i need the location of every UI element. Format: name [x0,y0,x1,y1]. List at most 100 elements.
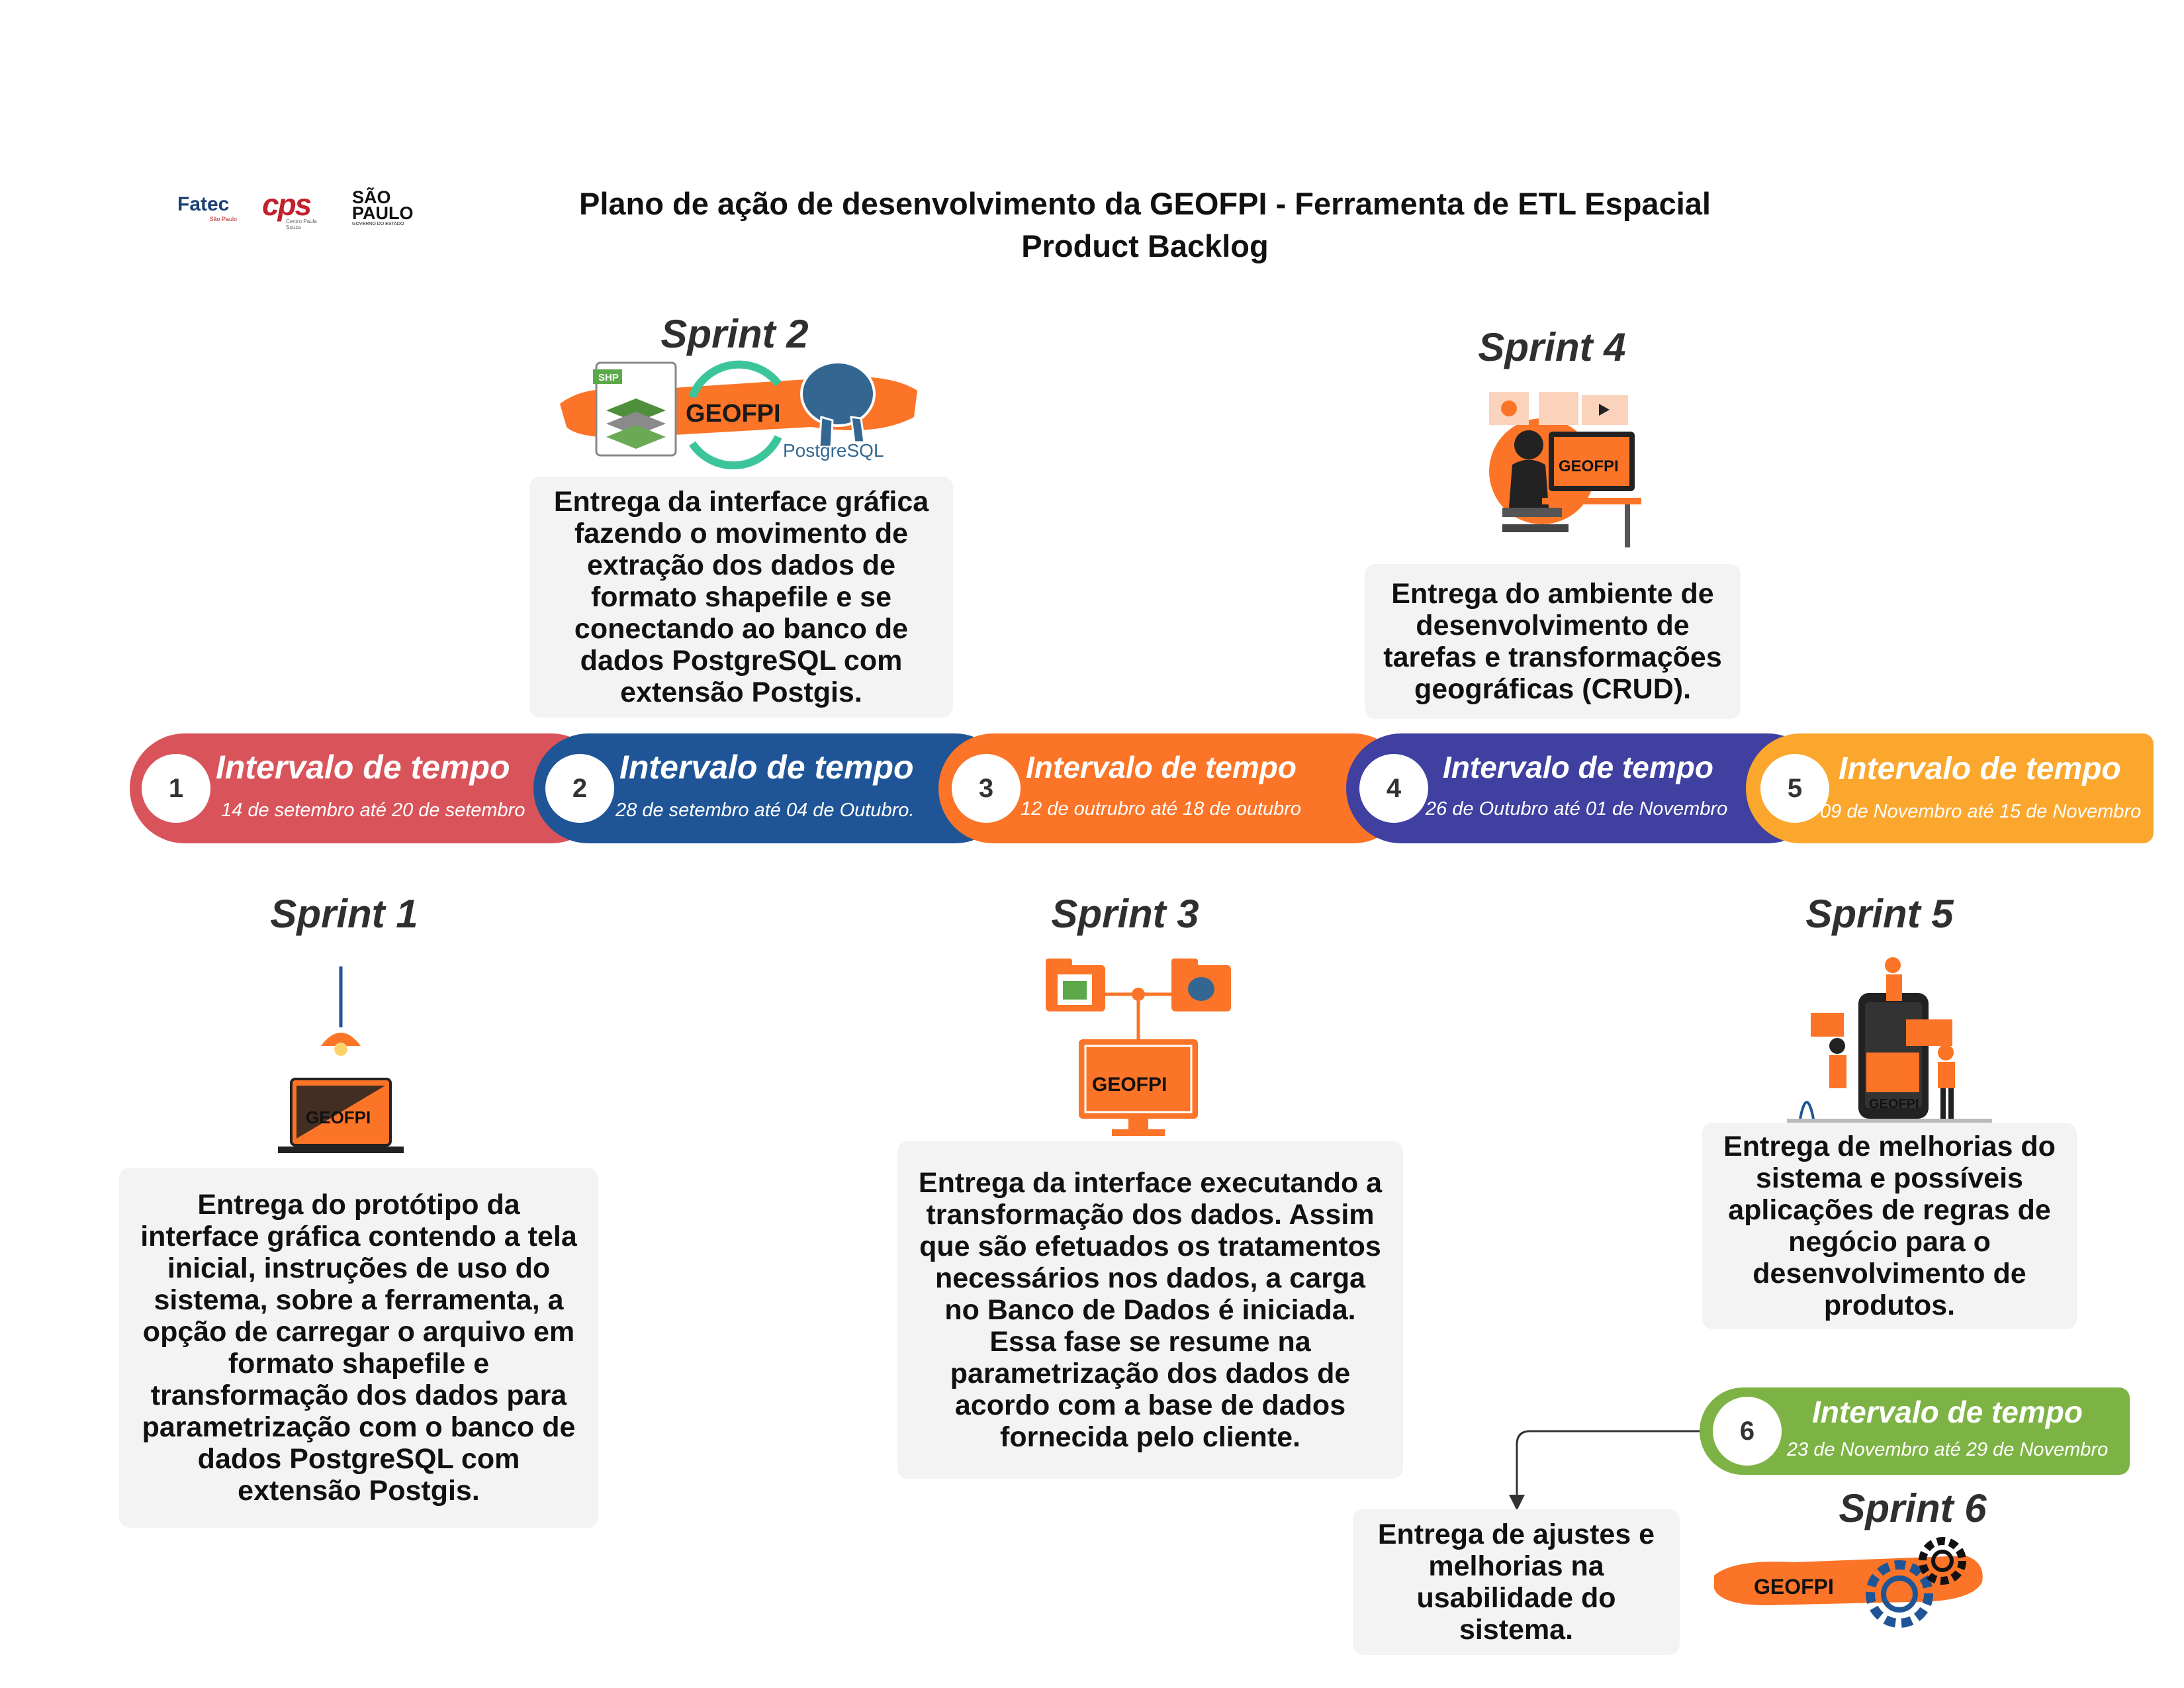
timeline-number-3: 3 [952,754,1021,823]
sprint-6-line: usabilidade do [1416,1582,1616,1614]
sprint-3-line: fornecida pelo cliente. [1000,1421,1300,1453]
sprint-5-description: Entrega de melhorias do sistema e possív… [1702,1123,2077,1329]
timeline-dates-6: 23 de Novembro até 29 de Novembro [1787,1439,2109,1460]
sprint-1-line: parametrização com o banco de [142,1411,576,1443]
page-title-line1: Plano de ação de desenvolvimento da GEOF… [579,186,1711,221]
sprint-1-line: transformação dos dados para [150,1380,567,1411]
sprint-1-line: extensão Postgis. [238,1475,480,1507]
sprint-4-illustration: GEOFPI [1489,392,1641,547]
cps-logo: cps Centro Paula Souza [262,187,322,230]
timeline-segment-4: 4 Intervalo de tempo 26 de Outubro até 0… [1346,733,1823,843]
sprint-1-line: sistema, sobre a ferramenta, a [154,1284,564,1316]
postgresql-elephant-icon [800,361,876,448]
sprint-4-line: tarefas e transformações [1383,641,1722,673]
sao-paulo-logo-line1: SÃO [352,187,391,207]
sprint-3-illustration: GEOFPI [1046,959,1231,1136]
gear-icon [1919,1537,1966,1585]
timeline-title-1: Intervalo de tempo [216,749,510,786]
timeline-dates-2: 28 de setembro até 04 de Outubro. [615,800,915,821]
timeline-dates-3: 12 de outrubro até 18 de outubro [1021,798,1302,820]
sao-paulo-logo: SÃO PAULO GOVERNO DO ESTADO [352,189,418,228]
plant-icon [1799,1101,1815,1119]
sprint-5-line: Entrega de melhorias do [1723,1131,2056,1162]
sync-arrows-icon [688,360,782,470]
sprint-3-line: transformação dos dados. Assim [926,1199,1375,1231]
sprint-1-line: Entrega do protótipo da [197,1189,520,1221]
fatec-logo-subtext: São Paulo [209,216,237,222]
sprint-6-description: Entrega de ajustes e melhorias na usabil… [1353,1509,1680,1655]
sprint-3-line: necessários nos dados, a carga [934,1262,1366,1294]
sprint-2-line: Entrega da interface gráfica [553,486,929,518]
timeline-number-2: 2 [545,754,614,823]
sprint-3-line: no Banco de Dados é iniciada. [944,1294,1356,1326]
sprint-5-line: produtos. [1823,1289,1956,1321]
geofpi-logo-text: GEOFPI [1754,1575,1834,1599]
shapefile-icon: SHP [593,361,677,457]
fatec-logo-text: Fatec [177,193,230,215]
timeline-segment-6: 6 Intervalo de tempo 23 de Novembro até … [1700,1387,2130,1475]
gear-icon [1501,400,1517,416]
sprint-1-line: formato shapefile e [228,1348,490,1380]
timeline-title-5: Intervalo de tempo [1839,751,2121,786]
sprint-2-line: fazendo o movimento de [574,518,909,549]
person-head [1514,430,1543,459]
page-title-line2: Product Backlog [1021,228,1269,263]
postgresql-label: PostgreSQL [783,440,884,461]
sprint-6-line: sistema. [1459,1614,1574,1646]
timeline-segment-3: 3 Intervalo de tempo 12 de outrubro até … [938,733,1408,843]
sprint-5-label: Sprint 5 [1805,892,1954,936]
sprint-3-line: que são efetuados os tratamentos [919,1231,1381,1262]
sprint-2-line: extração dos dados de [587,549,895,581]
sprint-2-line: formato shapefile e se [590,581,892,613]
sprint-1-illustration: GEOFPI [278,966,404,1153]
timeline-number-5: 5 [1760,754,1829,823]
cps-logo-subtext: Centro Paula Souza [286,218,317,230]
sprint-4-line: Entrega do ambiente de [1391,578,1714,610]
sprint-2-illustration: SHP GEOFPI PostgreSQL [560,360,917,470]
sprint-4-label: Sprint 4 [1478,325,1626,369]
timeline-dates-4: 26 de Outubro até 01 de Novembro [1426,798,1728,820]
timeline-title-4: Intervalo de tempo [1443,750,1713,784]
timeline-number-6: 6 [1713,1397,1782,1466]
sprint-6-label: Sprint 6 [1839,1486,1987,1530]
sprint-2-line: conectando ao banco de [574,613,909,645]
person-icon [1938,1045,1954,1060]
sprint-3-line: Essa fase se resume na [989,1326,1311,1358]
geofpi-logo-text: GEOFPI [686,400,781,428]
timeline-title-3: Intervalo de tempo [1026,750,1297,784]
sprint-1-line: dados PostgreSQL com [197,1443,520,1475]
chat-card [1906,1019,1952,1046]
sprint-2-line: dados PostgreSQL com [580,645,903,677]
folder-shapefile-icon [1046,959,1105,1011]
sprint-3-line: acordo com a base de dados [954,1389,1346,1421]
sprint-3-label: Sprint 3 [1051,892,1199,936]
gear-icon [1866,1560,1933,1628]
timeline-number-4: 4 [1359,754,1428,823]
timeline-number-1: 1 [142,754,210,823]
sprint-3-description: Entrega da interface executando a transf… [897,1141,1403,1479]
sprint-6-line: Entrega de ajustes e [1377,1519,1655,1550]
person-icon [1885,957,1901,973]
sao-paulo-logo-line2: PAULO [352,203,414,223]
shp-label: SHP [598,372,619,383]
sprint-5-line: desenvolvimento de [1752,1258,2026,1289]
timeline-title-2: Intervalo de tempo [619,749,914,786]
sprint-3-line: Entrega da interface executando a [918,1167,1383,1199]
timeline-dates-1: 14 de setembro até 20 de setembro [221,800,525,821]
lamp-icon [321,1033,361,1046]
chat-card [1811,1013,1844,1037]
geofpi-monitor-text: GEOFPI [1559,457,1619,475]
sprint-2-label: Sprint 2 [660,312,809,356]
sprint-5-illustration: GEOFPI [1787,957,1992,1123]
timeline-segment-5: 5 Intervalo de tempo 09 de Novembro até … [1746,733,2154,843]
geofpi-phone-text: GEOFPI [1869,1097,1919,1111]
sprint-6-line: melhorias na [1428,1550,1604,1582]
folder-postgresql-icon [1171,959,1231,1011]
sprint-3-line: parametrização dos dados de [950,1358,1351,1389]
play-icon [1599,404,1610,416]
page-title: Plano de ação de desenvolvimento da GEOF… [516,183,1774,267]
sprint-5-line: negócio para o [1788,1226,1991,1258]
geofpi-monitor-text: GEOFPI [1092,1074,1167,1096]
sprint-1-description: Entrega do protótipo da interface gráfic… [119,1168,598,1528]
